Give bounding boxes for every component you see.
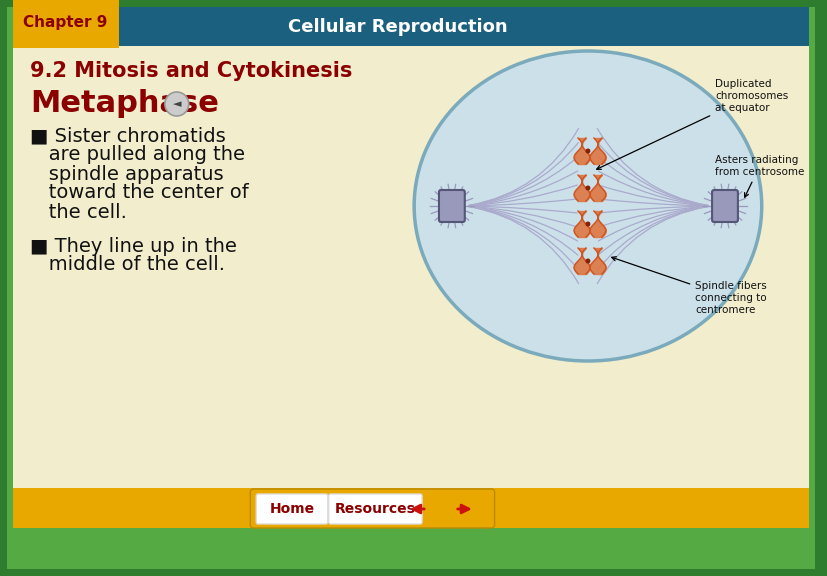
Text: ■ Sister chromatids: ■ Sister chromatids bbox=[30, 127, 225, 146]
Text: middle of the cell.: middle of the cell. bbox=[30, 256, 224, 275]
Text: Home: Home bbox=[269, 502, 314, 516]
Text: Cellular Reproduction: Cellular Reproduction bbox=[288, 18, 507, 36]
FancyBboxPatch shape bbox=[438, 190, 464, 222]
Text: Metaphase: Metaphase bbox=[30, 89, 218, 119]
FancyBboxPatch shape bbox=[711, 190, 737, 222]
FancyBboxPatch shape bbox=[7, 7, 815, 569]
Text: 9.2 Mitosis and Cytokinesis: 9.2 Mitosis and Cytokinesis bbox=[30, 61, 351, 81]
Text: Chapter 9: Chapter 9 bbox=[23, 16, 108, 31]
Circle shape bbox=[585, 185, 590, 191]
FancyBboxPatch shape bbox=[250, 489, 494, 528]
FancyBboxPatch shape bbox=[256, 494, 327, 524]
FancyBboxPatch shape bbox=[13, 13, 809, 528]
Text: are pulled along the: are pulled along the bbox=[30, 146, 245, 165]
Text: Spindle fibers
connecting to
centromere: Spindle fibers connecting to centromere bbox=[611, 257, 766, 314]
Ellipse shape bbox=[414, 51, 761, 361]
Circle shape bbox=[165, 92, 189, 116]
Circle shape bbox=[585, 259, 590, 263]
Circle shape bbox=[585, 222, 590, 226]
Text: spindle apparatus: spindle apparatus bbox=[30, 165, 223, 184]
FancyBboxPatch shape bbox=[13, 0, 119, 48]
Text: Asters radiating
from centrosome: Asters radiating from centrosome bbox=[715, 155, 804, 197]
Text: ◄: ◄ bbox=[172, 99, 181, 109]
Text: Resources: Resources bbox=[335, 502, 415, 516]
FancyBboxPatch shape bbox=[328, 494, 422, 524]
Text: toward the center of: toward the center of bbox=[30, 184, 248, 203]
Text: the cell.: the cell. bbox=[30, 203, 127, 222]
Text: Duplicated
chromosomes
at equator: Duplicated chromosomes at equator bbox=[596, 79, 787, 169]
FancyBboxPatch shape bbox=[13, 488, 809, 528]
Circle shape bbox=[585, 149, 590, 153]
Text: ■ They line up in the: ■ They line up in the bbox=[30, 237, 237, 256]
FancyBboxPatch shape bbox=[13, 7, 809, 46]
